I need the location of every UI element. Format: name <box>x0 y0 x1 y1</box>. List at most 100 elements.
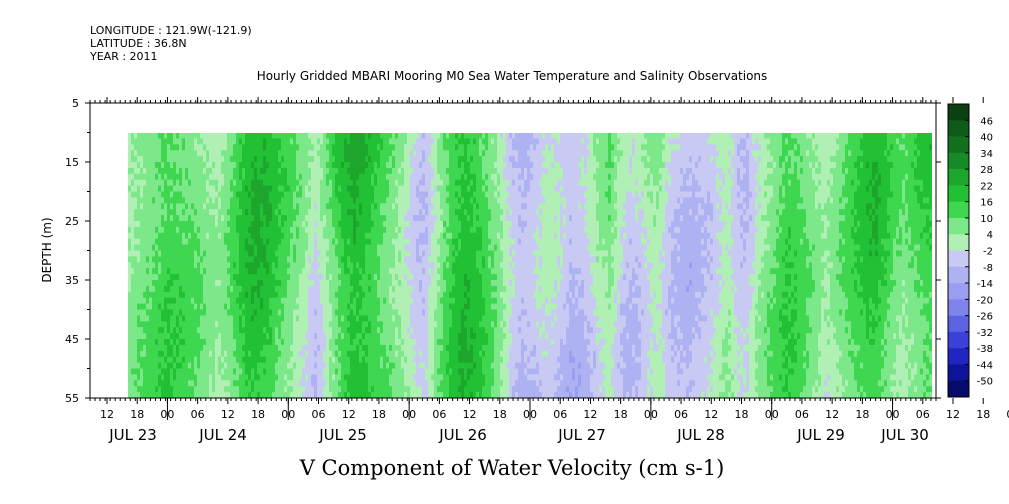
heatmap-cell <box>446 156 450 163</box>
heatmap-cell <box>398 162 402 169</box>
heatmap-cell <box>401 226 405 234</box>
heatmap-cell <box>200 179 204 186</box>
heatmap-cell <box>341 203 345 210</box>
heatmap-cell <box>368 238 372 245</box>
heatmap-cell <box>398 209 402 216</box>
heatmap-cell <box>389 303 393 310</box>
heatmap-cell <box>290 350 294 358</box>
heatmap-cell <box>413 162 417 169</box>
heatmap-cell <box>224 291 228 299</box>
heatmap-cell <box>320 374 324 381</box>
heatmap-cell <box>212 250 216 257</box>
heatmap-cell <box>338 333 342 340</box>
heatmap-cell <box>182 244 186 251</box>
heatmap-cell <box>164 274 168 281</box>
heatmap-cell <box>152 327 156 334</box>
heatmap-cell <box>263 150 267 157</box>
heatmap-cell <box>437 285 441 293</box>
heatmap-cell <box>449 368 453 375</box>
heatmap-cell <box>365 221 369 228</box>
heatmap-cell <box>206 144 210 151</box>
heatmap-cell <box>278 238 282 245</box>
heatmap-cell <box>458 368 462 375</box>
heatmap-cell <box>320 392 324 398</box>
heatmap-cell <box>368 215 372 222</box>
heatmap-cell <box>305 315 309 322</box>
heatmap-cell <box>404 138 408 145</box>
heatmap-cell <box>290 138 294 145</box>
heatmap-cell <box>428 280 432 287</box>
heatmap-cell <box>260 256 264 263</box>
heatmap-cell <box>410 380 414 387</box>
heatmap-cell <box>365 209 369 216</box>
heatmap-cell <box>293 191 297 198</box>
heatmap-cell <box>239 203 243 210</box>
heatmap-cell <box>191 321 195 328</box>
heatmap-cell <box>164 280 168 287</box>
heatmap-cell <box>275 356 279 363</box>
heatmap-cell <box>449 215 453 222</box>
heatmap-cell <box>389 262 393 269</box>
heatmap-cell <box>155 138 159 145</box>
heatmap-cell <box>284 167 288 175</box>
heatmap-cell <box>374 285 378 293</box>
heatmap-cell <box>263 138 267 145</box>
heatmap-cell <box>167 362 171 369</box>
heatmap-cell <box>350 315 354 322</box>
heatmap-cell <box>356 386 360 393</box>
heatmap-cell <box>131 315 135 322</box>
heatmap-cell <box>257 356 261 363</box>
heatmap-cell <box>191 191 195 198</box>
heatmap-cell <box>152 274 156 281</box>
heatmap-cell <box>170 167 174 175</box>
heatmap-cell <box>395 244 399 251</box>
heatmap-cell <box>353 327 357 334</box>
heatmap-cell <box>308 315 312 322</box>
heatmap-cell <box>368 386 372 393</box>
heatmap-cell <box>449 262 453 269</box>
heatmap-cell <box>413 291 417 299</box>
heatmap-cell <box>302 221 306 228</box>
heatmap-cell <box>320 309 324 316</box>
heatmap-cell <box>314 339 318 346</box>
heatmap-cell <box>323 268 327 275</box>
heatmap-cell <box>194 167 198 175</box>
heatmap-cell <box>299 344 303 352</box>
heatmap-cell <box>188 232 192 240</box>
heatmap-cell <box>377 297 381 304</box>
heatmap-cell <box>260 280 264 287</box>
heatmap-cell <box>413 274 417 281</box>
heatmap-cell <box>278 156 282 163</box>
heatmap-cell <box>197 368 201 375</box>
heatmap-cell <box>248 138 252 145</box>
heatmap-cell <box>137 167 141 175</box>
heatmap-cell <box>275 374 279 381</box>
heatmap-cell <box>374 327 378 334</box>
heatmap-cell <box>242 327 246 334</box>
heatmap-cell <box>419 250 423 257</box>
heatmap-cell <box>392 339 396 346</box>
heatmap-cell <box>173 250 177 257</box>
heatmap-cell <box>254 197 258 204</box>
heatmap-cell <box>362 392 366 398</box>
heatmap-cell <box>167 356 171 363</box>
heatmap-cell <box>449 256 453 263</box>
heatmap-cell <box>167 309 171 316</box>
heatmap-cell <box>182 162 186 169</box>
heatmap-cell <box>284 215 288 222</box>
heatmap-cell <box>455 274 459 281</box>
heatmap-cell <box>431 173 435 181</box>
heatmap-cell <box>296 374 300 381</box>
heatmap-cell <box>242 309 246 316</box>
heatmap-cell <box>224 297 228 304</box>
heatmap-cell <box>344 344 348 352</box>
heatmap-cell <box>344 209 348 216</box>
heatmap-cell <box>455 368 459 375</box>
heatmap-cell <box>128 232 132 240</box>
heatmap-cell <box>266 356 270 363</box>
heatmap-cell <box>434 150 438 157</box>
heatmap-cell <box>278 197 282 204</box>
heatmap-cell <box>140 232 144 240</box>
heatmap-cell <box>326 173 330 181</box>
heatmap-cell <box>452 191 456 198</box>
